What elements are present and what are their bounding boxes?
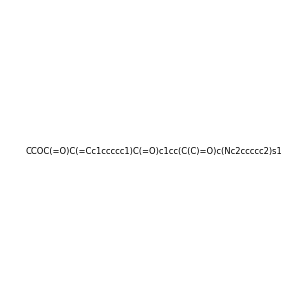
Text: CCOC(=O)C(=Cc1ccccc1)C(=O)c1cc(C(C)=O)c(Nc2ccccc2)s1: CCOC(=O)C(=Cc1ccccc1)C(=O)c1cc(C(C)=O)c(… (26, 147, 282, 156)
